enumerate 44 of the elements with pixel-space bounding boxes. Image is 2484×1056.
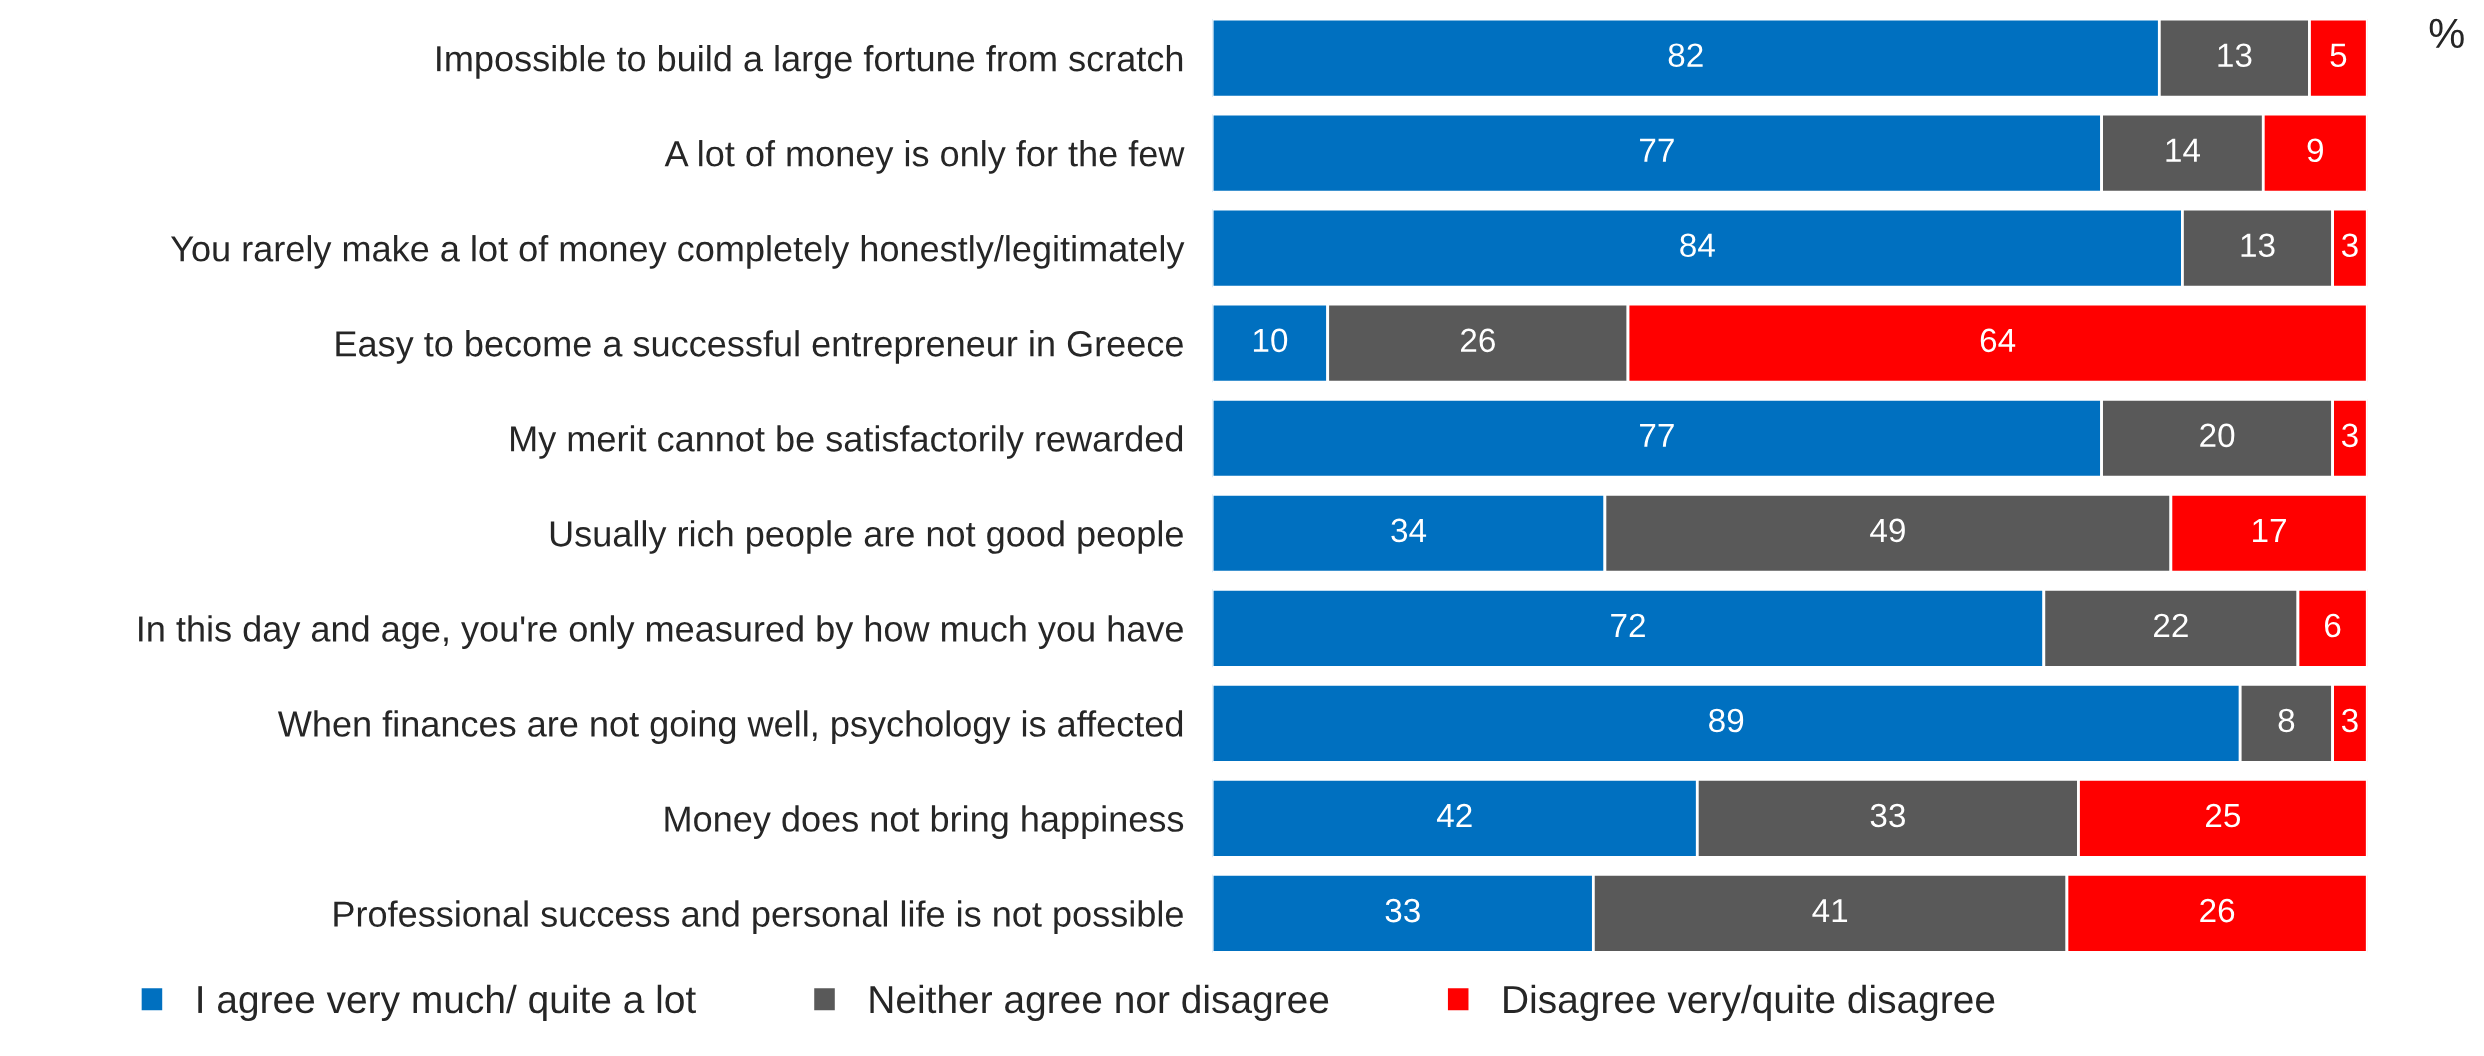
data-label: 13 xyxy=(2241,233,2275,258)
data-label: 26 xyxy=(1461,328,1495,353)
data-label: 84 xyxy=(1680,233,1715,258)
y-tick-label: In this day and age, you're only measured by how much you have xyxy=(139,615,1183,649)
data-label: 33 xyxy=(1385,898,1420,923)
legend-label: Disagree very/quite disagree xyxy=(1504,984,1995,1021)
data-label: 17 xyxy=(2253,518,2286,542)
data-label: 8 xyxy=(2278,708,2295,733)
data-label: 34 xyxy=(1391,518,1427,543)
data-label: 3 xyxy=(2341,708,2358,733)
y-tick-label: Money does not bring happiness xyxy=(665,805,1184,839)
data-label: 26 xyxy=(2200,898,2235,923)
y-tick-label: You rarely make a lot of money completely honestly/legitimately xyxy=(170,235,1185,269)
data-label: 77 xyxy=(1640,138,1674,162)
y-tick-label: Usually rich people are not good people xyxy=(550,520,1183,554)
data-label: 10 xyxy=(1253,328,1288,353)
data-label: 13 xyxy=(2218,43,2252,68)
y-tick-label: Professional success and personal life is not possible xyxy=(334,900,1183,935)
data-label: 42 xyxy=(1436,803,1472,828)
data-label: 82 xyxy=(1668,43,1703,68)
y-tick-label: Impossible to build a large fortune from scratch xyxy=(437,45,1183,79)
text: % xyxy=(2429,18,2464,48)
legend-label: I agree very much/ quite a lot xyxy=(198,984,696,1021)
data-label: 72 xyxy=(1611,613,1645,637)
data-label: 33 xyxy=(1870,803,1905,828)
data-label: 5 xyxy=(2330,43,2347,68)
data-label: 9 xyxy=(2307,138,2323,163)
data-label: 64 xyxy=(1980,328,2016,353)
y-tick-label: A lot of money is only for the few xyxy=(664,140,1185,174)
data-label: 3 xyxy=(2341,233,2358,258)
data-label: 49 xyxy=(1870,518,1905,543)
y-tick-label: When finances are not going well, psychology is affected xyxy=(277,710,1183,744)
data-label: 25 xyxy=(2206,803,2241,828)
data-label: 20 xyxy=(2200,423,2235,448)
data-label: 3 xyxy=(2341,423,2358,448)
y-tick-label: Easy to become a successful entrepreneur in Greece xyxy=(336,330,1183,364)
data-label: 14 xyxy=(2166,138,2201,162)
data-label: 6 xyxy=(2325,613,2341,638)
data-label: 22 xyxy=(2154,613,2188,637)
data-label: 41 xyxy=(1812,899,1848,923)
data-label: 77 xyxy=(1640,423,1674,447)
data-label: 89 xyxy=(1709,708,1744,733)
legend-label: Neither agree nor disagree xyxy=(870,984,1329,1021)
y-tick-label: My merit cannot be satisfactorily rewarded xyxy=(511,425,1183,459)
